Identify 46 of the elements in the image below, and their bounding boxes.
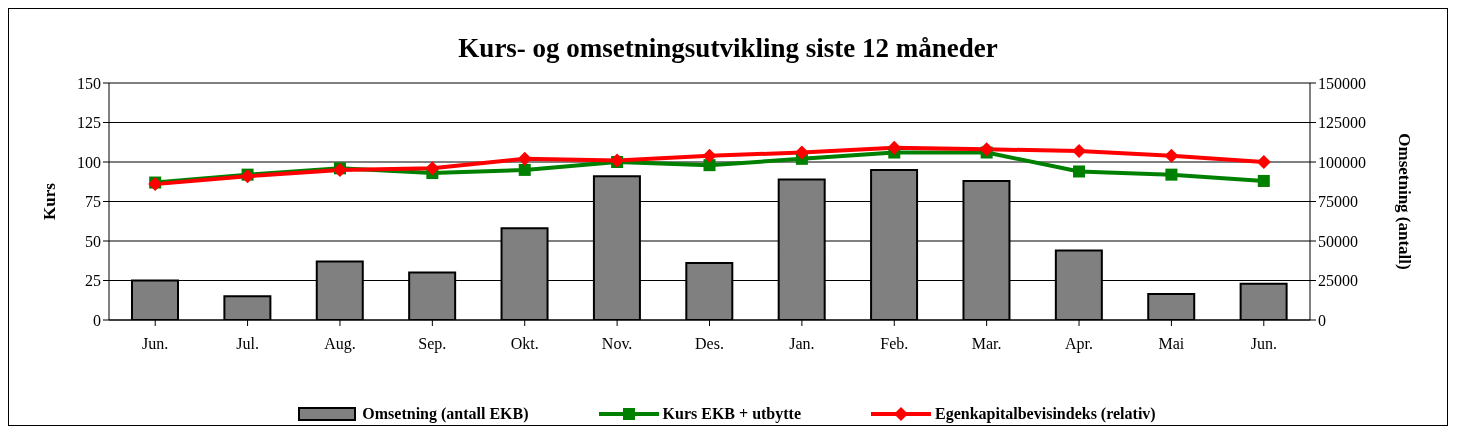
point	[1073, 165, 1086, 178]
y2-tick-label: 100000	[1318, 153, 1366, 171]
y2-tick-label: 75000	[1318, 193, 1358, 211]
point	[1164, 148, 1179, 163]
point	[1165, 168, 1178, 181]
point	[1257, 174, 1270, 187]
y-tick-label: 25	[85, 272, 101, 290]
x-tick-label: Jul.	[236, 335, 259, 353]
y2-tick-label: 50000	[1318, 232, 1358, 250]
point	[517, 151, 532, 166]
y-tick-label: 100	[77, 153, 101, 171]
y-tick-label: 75	[85, 193, 101, 211]
point	[887, 140, 902, 155]
point	[979, 142, 994, 157]
x-tick-label: Nov.	[601, 335, 633, 353]
y2-tick-label: 150000	[1318, 74, 1366, 92]
x-tick-label: Sep.	[418, 335, 447, 354]
x-tick-label: Okt.	[510, 335, 539, 353]
y-tick-label: 50	[85, 232, 101, 250]
x-tick-label: Jun.	[142, 335, 169, 353]
y-tick-label: 150	[77, 74, 101, 92]
legend-label: Kurs EKB + utbytte	[662, 405, 802, 423]
legend-label: Omsetning (antall EKB)	[362, 405, 529, 423]
y2-tick-label: 25000	[1318, 272, 1358, 290]
x-tick-label: Apr.	[1065, 335, 1094, 354]
point	[425, 161, 440, 176]
y2-tick-label: 0	[1318, 311, 1326, 329]
chart-title: Kurs- og omsetningsutvikling siste 12 måneder	[457, 33, 999, 65]
point	[702, 148, 717, 163]
x-tick-label: Mar.	[971, 335, 1002, 353]
y2-tick-label: 125000	[1318, 114, 1366, 132]
point	[1072, 143, 1087, 158]
x-tick-label: Jun.	[1250, 335, 1277, 353]
x-tick-label: Des.	[695, 335, 724, 353]
point	[794, 145, 809, 160]
y-axis-title: Kurs	[40, 182, 60, 220]
y-tick-label: 125	[77, 114, 101, 132]
legend-label: Egenkapitalbevisindeks (relativ)	[935, 405, 1156, 423]
x-tick-label: Jan.	[789, 335, 815, 353]
point	[1256, 155, 1271, 169]
point	[518, 163, 531, 176]
y-tick-label: 0	[93, 311, 101, 329]
x-tick-label: Feb.	[880, 335, 909, 353]
x-tick-label: Aug.	[324, 335, 356, 354]
y2-axis-title: Omsetning (antall)	[1394, 133, 1414, 270]
x-tick-label: Mai	[1158, 335, 1185, 353]
